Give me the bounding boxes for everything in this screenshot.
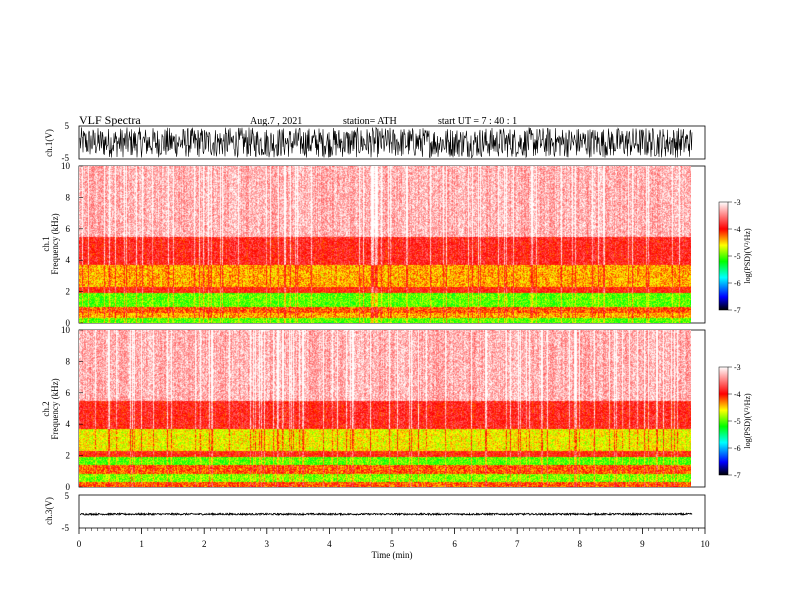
colorbar-tick-label: -7	[734, 471, 741, 480]
freq-tick-label: 0	[66, 482, 71, 492]
colorbar-tick-label: -6	[734, 279, 741, 288]
ch1-ytick-bottom: -5	[62, 153, 70, 163]
time-tick-label: 3	[265, 539, 270, 549]
freq-tick-label: 8	[66, 356, 71, 366]
ch2-channel-label: ch.2	[41, 401, 51, 416]
colorbar-tick-label: -7	[734, 306, 741, 315]
colorbar-tick-label: -3	[734, 363, 741, 372]
station-label: station= ATH	[343, 116, 397, 127]
ch1-ytick-top: 5	[65, 121, 70, 131]
ch1-spectrogram-image	[79, 166, 691, 323]
ch1-channel-label: ch.1	[41, 236, 51, 251]
start-time-label: start UT = 7 : 40 : 1	[438, 116, 517, 127]
ch1-colorbar-ticks: -3 -4 -5 -6 -7	[728, 198, 741, 315]
freq-tick-label: 0	[66, 318, 71, 328]
time-axis-label: Time (min)	[372, 550, 413, 560]
colorbar-tick-label: -4	[734, 390, 741, 399]
freq-tick-label: 2	[66, 451, 71, 461]
freq-tick-label: 8	[66, 192, 71, 202]
freq-tick-label: 10	[61, 325, 71, 335]
ch1-waveform-line	[79, 126, 693, 159]
colorbar-tick-label: -4	[734, 225, 741, 234]
ch1-frequency-label: Frequency (kHz)	[50, 213, 60, 274]
freq-tick-label: 2	[66, 287, 71, 297]
time-tick-label: 1	[139, 539, 144, 549]
colorbar-tick-label: -6	[734, 444, 741, 453]
freq-tick-label: 10	[61, 161, 71, 171]
ch3-waveform-frame	[78, 494, 706, 529]
ch2-frequency-label: Frequency (kHz)	[50, 378, 60, 439]
freq-tick-label: 6	[66, 388, 71, 398]
time-tick-label: 7	[515, 539, 520, 549]
ch2-spectrogram-yticks: 0 2 4 6 8 10	[61, 325, 83, 492]
colorbar-tick-label: -5	[734, 417, 741, 426]
ch3-waveform-panel: 5 -5 ch.3(V)	[44, 491, 706, 533]
freq-tick-label: 4	[66, 419, 71, 429]
colorbar-tick-label: -5	[734, 252, 741, 261]
ch3-ytick-bottom: -5	[62, 523, 70, 533]
ch2-colorbar	[718, 366, 729, 476]
ch2-colorbar-ticks: -3 -4 -5 -6 -7	[728, 363, 741, 480]
time-tick-label: 6	[452, 539, 457, 549]
time-tick-label: 9	[640, 539, 645, 549]
ch3-waveform-ylabel: ch.3(V)	[44, 497, 54, 525]
freq-tick-label: 4	[66, 255, 71, 265]
ch1-colorbar	[718, 201, 729, 311]
time-tick-label: 10	[701, 539, 711, 549]
ch1-spectrogram-yticks: 0 2 4 6 8 10	[61, 161, 83, 328]
date-label: Aug.7 , 2021	[250, 116, 302, 127]
figure-title: VLF Spectra	[79, 113, 141, 127]
time-tick-label: 2	[202, 539, 207, 549]
time-axis-ticks: 0 1 2 3 4 5 6 7 8 9 10	[77, 528, 710, 549]
time-tick-label: 5	[390, 539, 395, 549]
freq-tick-label: 6	[66, 224, 71, 234]
ch1-colorbar-label: log(PSD)(V²/Hz)	[743, 228, 752, 284]
time-tick-label: 4	[327, 539, 332, 549]
ch3-ytick-top: 5	[65, 491, 70, 501]
ch1-waveform-panel: 5 -5 ch.1(V)	[44, 121, 706, 163]
colorbar-tick-label: -3	[734, 198, 741, 207]
time-tick-label: 8	[578, 539, 583, 549]
time-tick-label: 0	[77, 539, 82, 549]
ch2-spectrogram-image	[79, 330, 691, 487]
ch2-colorbar-label: log(PSD)(V²/Hz)	[743, 393, 752, 449]
ch1-waveform-ylabel: ch.1(V)	[44, 129, 54, 157]
ch3-waveform-line	[80, 511, 693, 517]
